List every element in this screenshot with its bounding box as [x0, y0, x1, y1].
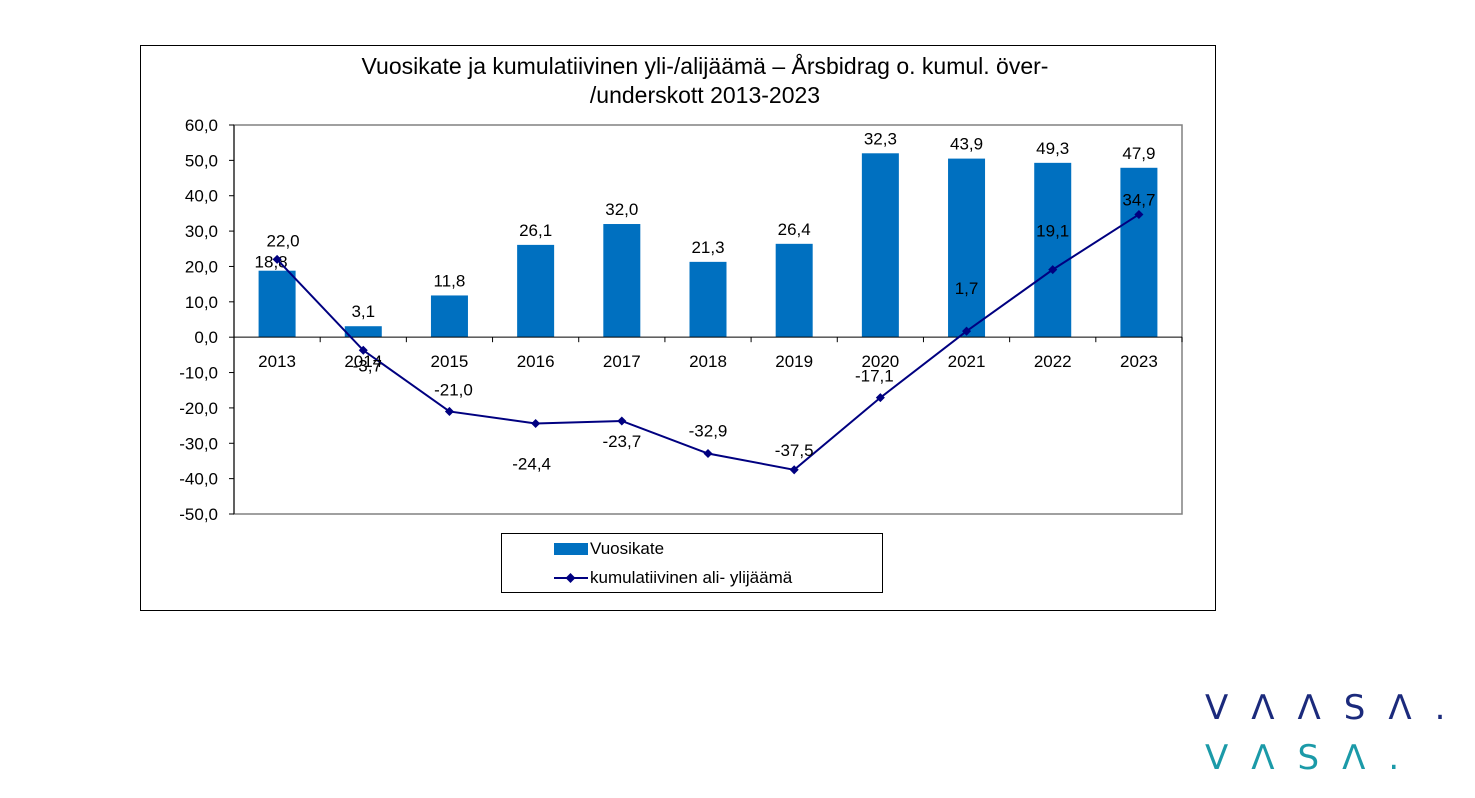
x-tick-label-2023: 2023	[1120, 352, 1158, 371]
y-tick-label: 50,0	[185, 151, 218, 170]
bar-2015	[430, 295, 468, 338]
chart-title-line-1: Vuosikate ja kumulatiivinen yli-/alijääm…	[361, 53, 1049, 79]
bar-label-2022: 49,3	[1036, 139, 1069, 158]
line-label-2023: 34,7	[1122, 190, 1155, 209]
bar-2014	[344, 326, 382, 338]
logo-vaasa: VΛΛSΛ.	[1205, 688, 1469, 728]
line-label-2015: -21,0	[434, 380, 473, 399]
bar-label-2020: 32,3	[864, 129, 897, 148]
bar-label-2021: 43,9	[950, 135, 983, 154]
bar-2017	[603, 224, 641, 338]
y-tick-label: 0,0	[194, 328, 218, 347]
logo-vasa: VΛSΛ.	[1205, 738, 1423, 778]
legend-bar-swatch	[554, 543, 588, 555]
y-tick-label: -30,0	[179, 434, 218, 453]
bar-2021	[948, 158, 986, 338]
bar-2023	[1120, 167, 1158, 338]
x-tick-label-2022: 2022	[1034, 352, 1072, 371]
y-tick-label: -50,0	[179, 505, 218, 524]
bar-label-2023: 47,9	[1122, 144, 1155, 163]
bar-label-2014: 3,1	[351, 302, 375, 321]
cumulative-point-2016	[531, 418, 541, 428]
bar-2022	[1034, 162, 1072, 338]
bar-label-2015: 11,8	[434, 271, 466, 290]
bar-label-2016: 26,1	[519, 221, 552, 240]
x-tick-label-2021: 2021	[948, 352, 986, 371]
x-tick-label-2013: 2013	[258, 352, 296, 371]
line-label-2013: 22,0	[267, 231, 300, 250]
bar-2019	[775, 243, 813, 338]
line-label-2019: -37,5	[775, 441, 814, 460]
y-tick-label: -20,0	[179, 399, 218, 418]
line-label-2020: -17,1	[855, 367, 894, 386]
chart-title-line-2: /underskott 2013-2023	[589, 82, 821, 108]
bar-label-2013: 18,8	[255, 253, 288, 272]
cumulative-point-2018	[703, 449, 713, 459]
cumulative-point-2017	[617, 416, 627, 426]
chart-legend: Vuosikate kumulatiivinen ali- ylijäämä	[501, 533, 883, 593]
legend-bar-label: Vuosikate	[590, 539, 665, 558]
x-tick-label-2019: 2019	[775, 352, 813, 371]
line-label-2017: -23,7	[602, 432, 641, 451]
y-tick-label: 30,0	[185, 222, 218, 241]
x-tick-label-2017: 2017	[603, 352, 641, 371]
legend-line-swatch	[554, 572, 588, 584]
y-tick-label: 20,0	[185, 257, 218, 276]
y-tick-label: -10,0	[179, 364, 218, 383]
x-tick-label-2016: 2016	[517, 352, 555, 371]
x-tick-label-2020: 2020	[861, 352, 899, 371]
line-label-2022: 19,1	[1036, 222, 1069, 241]
bar-2016	[517, 244, 555, 338]
x-tick-label-2018: 2018	[689, 352, 727, 371]
legend-item-kumulatiivinen: kumulatiivinen ali- ylijäämä	[502, 566, 792, 590]
y-tick-label: 10,0	[185, 293, 218, 312]
bar-label-2018: 21,3	[691, 238, 724, 257]
line-label-2018: -32,9	[689, 422, 728, 441]
bar-2020	[861, 153, 899, 338]
legend-line-label: kumulatiivinen ali- ylijäämä	[590, 568, 793, 587]
y-tick-label: -40,0	[179, 470, 218, 489]
y-tick-label: 40,0	[185, 187, 218, 206]
bar-2018	[689, 261, 727, 338]
line-label-2016: -24,4	[512, 454, 551, 473]
line-label-2021: 1,7	[955, 279, 979, 298]
cumulative-point-2019	[789, 465, 799, 475]
line-label-2014: -3,7	[353, 356, 382, 375]
chart-title: Vuosikate ja kumulatiivinen yli-/alijääm…	[235, 52, 1175, 110]
cumulative-point-2020	[875, 393, 885, 403]
bar-label-2017: 32,0	[605, 200, 638, 219]
bar-2013	[258, 270, 296, 338]
y-tick-label: 60,0	[185, 116, 218, 135]
bar-label-2019: 26,4	[778, 220, 811, 239]
x-tick-label-2015: 2015	[431, 352, 469, 371]
legend-item-vuosikate: Vuosikate	[502, 537, 664, 561]
vaasa-vasa-logo: VΛΛSΛ. VΛSΛ.	[1205, 688, 1465, 788]
